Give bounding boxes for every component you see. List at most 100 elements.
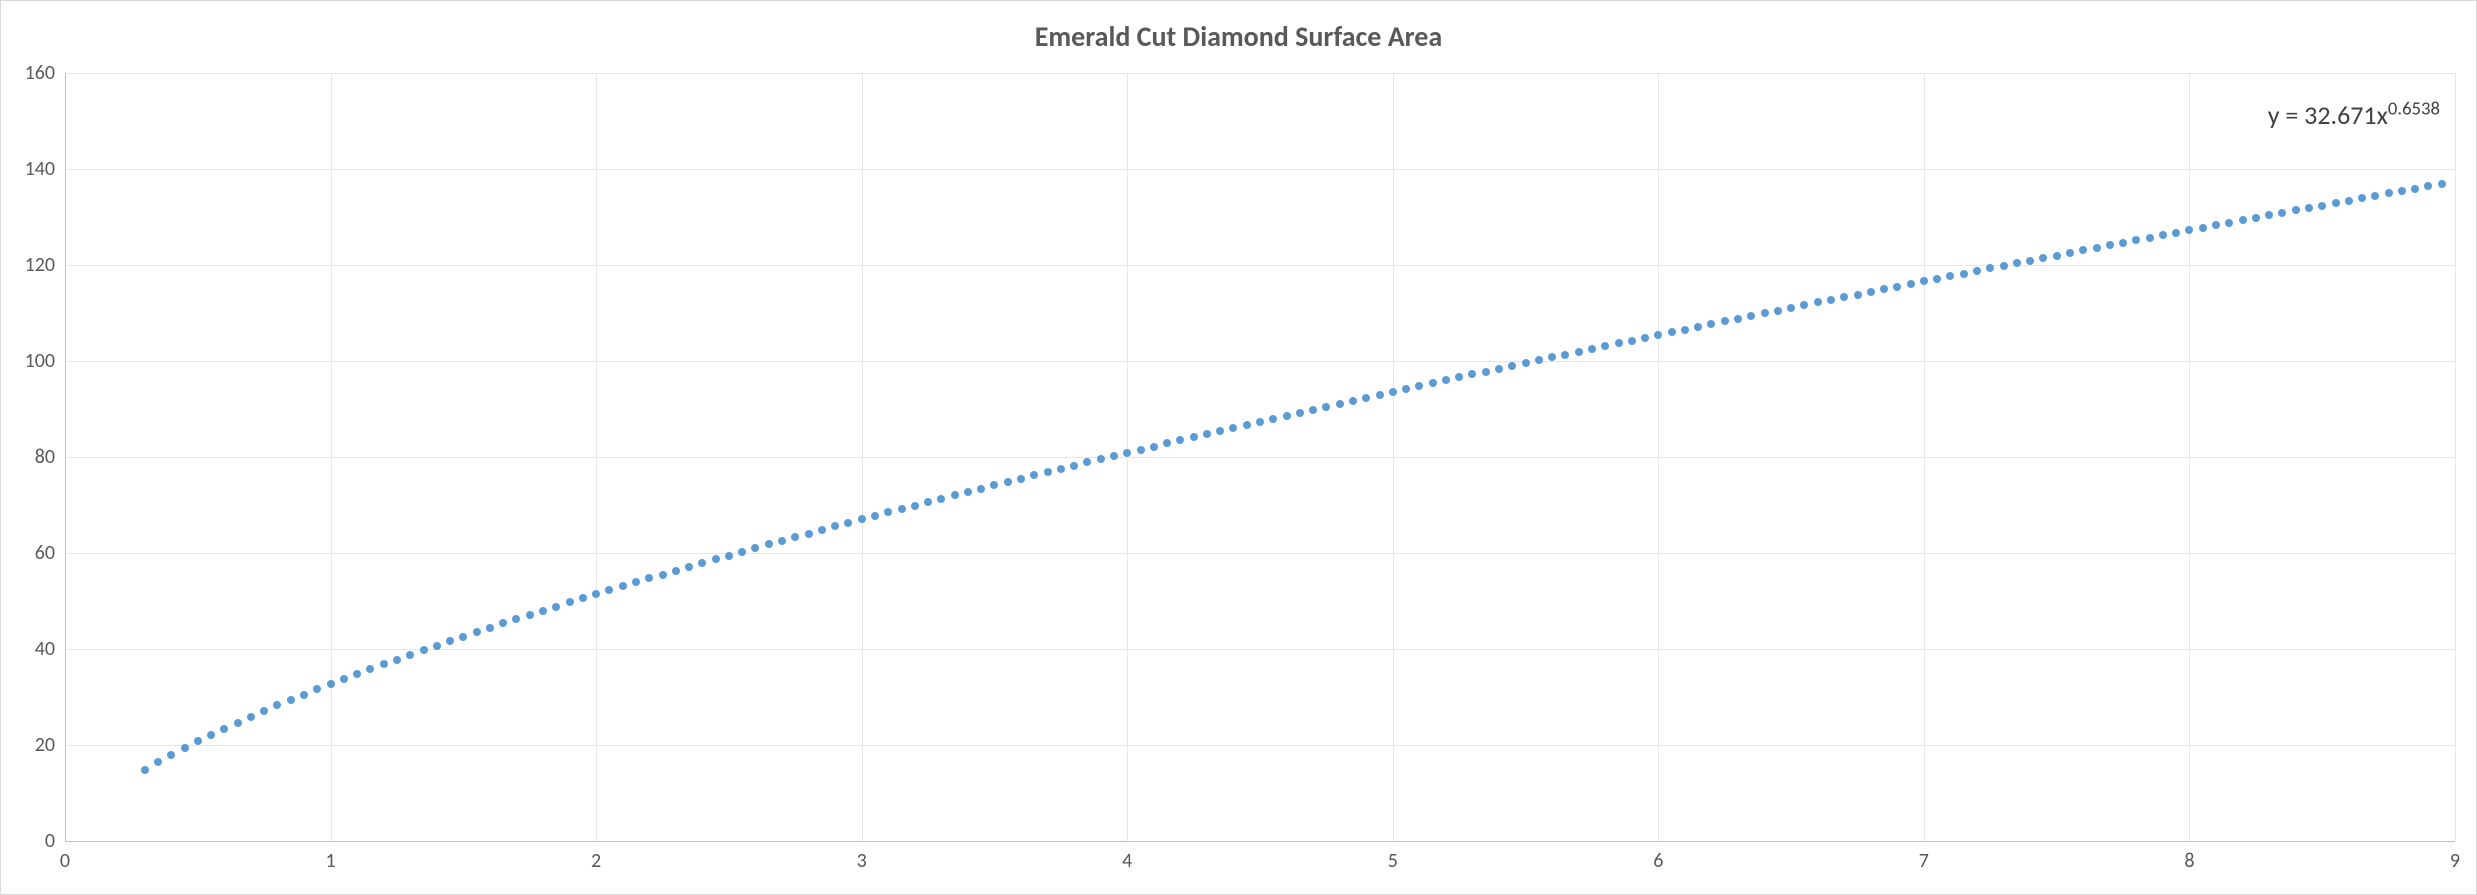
data-point	[1522, 359, 1530, 367]
x-tick-label: 5	[1388, 841, 1398, 873]
data-point	[2225, 219, 2233, 227]
chart-title: Emerald Cut Diamond Surface Area	[1, 19, 2476, 54]
data-point	[1615, 339, 1623, 347]
data-point	[1283, 412, 1291, 420]
data-point	[2185, 226, 2193, 234]
data-point	[2106, 241, 2114, 249]
data-point	[393, 656, 401, 664]
data-point	[964, 488, 972, 496]
data-point	[1455, 373, 1463, 381]
data-point	[420, 646, 428, 654]
data-point	[1243, 421, 1251, 429]
data-point	[1986, 264, 1994, 272]
data-point	[1110, 452, 1118, 460]
data-point	[924, 498, 932, 506]
data-point	[234, 719, 242, 727]
data-point	[1734, 315, 1742, 323]
data-point	[884, 508, 892, 516]
gridline-horizontal	[65, 361, 2455, 362]
data-point	[2398, 187, 2406, 195]
data-point	[1256, 418, 1264, 426]
data-point	[1575, 348, 1583, 356]
y-tick-label: 40	[35, 637, 65, 661]
data-point	[831, 522, 839, 530]
data-point	[2132, 236, 2140, 244]
data-point	[1548, 353, 1556, 361]
data-point	[1867, 288, 1875, 296]
data-point	[791, 533, 799, 541]
data-point	[951, 491, 959, 499]
data-point	[512, 615, 520, 623]
data-point	[340, 675, 348, 683]
data-point	[273, 701, 281, 709]
data-point	[1787, 304, 1795, 312]
data-point	[1004, 478, 1012, 486]
data-point	[2146, 234, 2154, 242]
gridline-vertical	[2455, 73, 2456, 841]
data-point	[1044, 468, 1052, 476]
data-point	[805, 530, 813, 538]
data-point	[2332, 199, 2340, 207]
x-tick-label: 7	[1919, 841, 1929, 873]
data-point	[406, 651, 414, 659]
gridline-vertical	[1393, 73, 1394, 841]
data-point	[2172, 229, 2180, 237]
data-point	[1800, 301, 1808, 309]
data-point	[566, 598, 574, 606]
data-point	[1229, 424, 1237, 432]
gridline-vertical	[1924, 73, 1925, 841]
data-point	[632, 578, 640, 586]
data-point	[672, 567, 680, 575]
equation-exponent: 0.6538	[2388, 97, 2440, 120]
y-tick-label: 140	[25, 157, 65, 181]
data-point	[459, 633, 467, 641]
data-point	[1920, 277, 1928, 285]
gridline-horizontal	[65, 457, 2455, 458]
data-point	[260, 707, 268, 715]
gridline-vertical	[862, 73, 863, 841]
data-point	[1349, 397, 1357, 405]
data-point	[1535, 356, 1543, 364]
gridline-horizontal	[65, 745, 2455, 746]
data-point	[1070, 462, 1078, 470]
data-point	[2039, 254, 2047, 262]
data-point	[1668, 328, 1676, 336]
data-point	[1097, 455, 1105, 463]
data-point	[1137, 446, 1145, 454]
data-point	[1336, 400, 1344, 408]
data-point	[1216, 427, 1224, 435]
y-tick-label: 160	[25, 61, 65, 85]
data-point	[990, 481, 998, 489]
data-point	[2013, 259, 2021, 267]
data-point	[2026, 257, 2034, 265]
y-tick-label: 20	[35, 733, 65, 757]
data-point	[473, 628, 481, 636]
chart-frame: Emerald Cut Diamond Surface Area 0204060…	[0, 0, 2477, 895]
data-point	[2318, 202, 2326, 210]
data-point	[1030, 471, 1038, 479]
data-point	[1442, 376, 1450, 384]
data-point	[2199, 224, 2207, 232]
data-point	[1681, 326, 1689, 334]
data-point	[539, 607, 547, 615]
data-point	[1721, 317, 1729, 325]
data-point	[1973, 267, 1981, 275]
data-point	[977, 485, 985, 493]
data-point	[366, 665, 374, 673]
gridline-vertical	[1658, 73, 1659, 841]
data-point	[579, 594, 587, 602]
data-point	[526, 611, 534, 619]
data-point	[1495, 365, 1503, 373]
data-point	[207, 731, 215, 739]
equation-base: y = 32.671x	[2268, 99, 2388, 131]
data-point	[1854, 291, 1862, 299]
data-point	[645, 574, 653, 582]
data-point	[765, 540, 773, 548]
data-point	[327, 680, 335, 688]
gridline-horizontal	[65, 73, 2455, 74]
y-tick-label: 80	[35, 445, 65, 469]
x-axis-line	[65, 841, 2455, 842]
data-point	[300, 691, 308, 699]
data-point	[1880, 285, 1888, 293]
data-point	[247, 713, 255, 721]
